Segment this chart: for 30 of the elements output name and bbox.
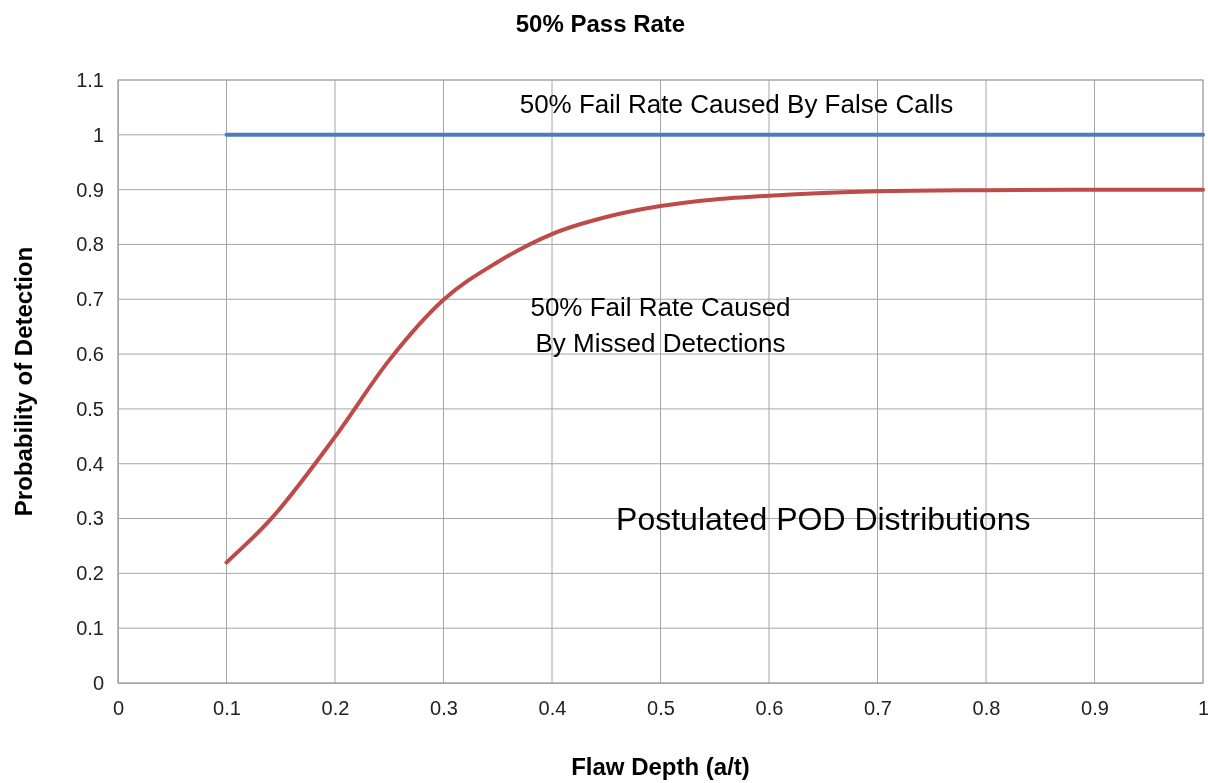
chart-title: 50% Pass Rate — [515, 10, 686, 37]
x-tick-label: 0.2 — [321, 697, 350, 720]
x-tick-label: 0.3 — [430, 697, 458, 720]
y-tick-label: 0.9 — [76, 178, 104, 201]
x-tick-label: 0 — [112, 697, 125, 720]
line-series — [224, 187, 1205, 565]
y-axis-title: Probability of Detection — [10, 246, 37, 517]
y-tick-label: 0.8 — [76, 233, 104, 256]
y-tick-label: 1 — [92, 123, 104, 146]
annotation: 50% Fail Rate Caused By Missed Detections — [530, 291, 791, 358]
y-tick-label: 0.3 — [76, 507, 104, 530]
annotation: 50% Fail Rate Caused By False Calls — [519, 88, 954, 119]
x-axis-title: Flaw Depth (a/t) — [571, 753, 750, 780]
y-tick-label: 1.1 — [76, 68, 104, 91]
y-tick-label: 0.5 — [76, 397, 104, 420]
y-tick-label: 0.1 — [76, 617, 104, 640]
y-tick-label: 0.6 — [76, 342, 104, 365]
y-tick-label: 0.7 — [76, 288, 104, 311]
y-tick-label: 0.4 — [76, 452, 104, 475]
x-tick-label: 0.1 — [213, 697, 241, 720]
x-tick-label: 0.4 — [538, 697, 567, 720]
x-tick-label: 0.9 — [1081, 697, 1109, 720]
y-tick-label: 0.2 — [76, 562, 104, 585]
x-tick-label: 0.7 — [864, 697, 892, 720]
y-tick-label: 0 — [92, 671, 104, 694]
x-tick-label: 0.8 — [972, 697, 1001, 720]
annotation: Postulated POD Distributions — [616, 500, 1031, 537]
x-tick-label: 0.6 — [755, 697, 784, 720]
x-tick-label: 1 — [1197, 697, 1208, 720]
x-tick-label: 0.5 — [647, 697, 675, 720]
